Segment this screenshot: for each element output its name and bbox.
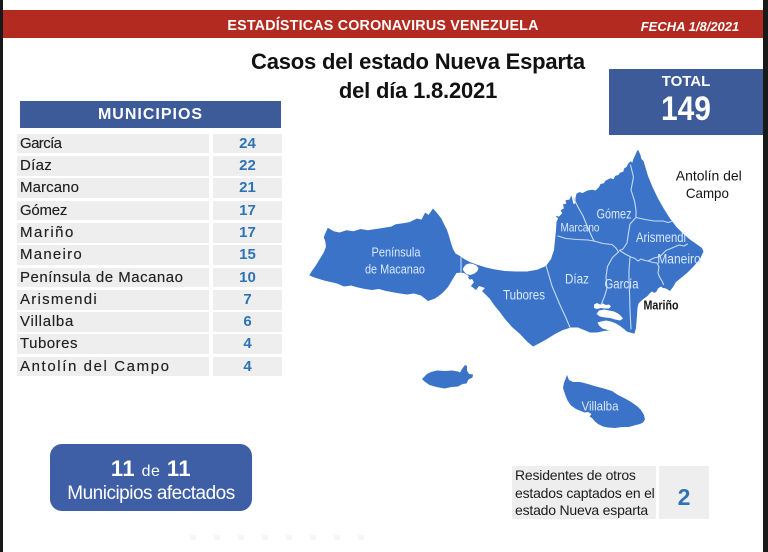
svg-text:Antolín del: Antolín del [676,168,742,184]
svg-text:de Macanao: de Macanao [365,263,425,277]
svg-text:Maneiro: Maneiro [657,252,701,267]
svg-text:Campo: Campo [686,185,729,201]
svg-text:Mariño: Mariño [644,298,679,313]
svg-text:Marcano: Marcano [561,221,600,235]
svg-text:Díaz: Díaz [565,272,589,287]
svg-text:Villalba: Villalba [582,399,620,414]
svg-text:Península: Península [372,246,421,260]
svg-text:Gómez: Gómez [597,207,632,222]
svg-text:García: García [605,277,639,292]
svg-text:Arismendi: Arismendi [636,230,686,245]
svg-text:Tubores: Tubores [503,288,545,303]
